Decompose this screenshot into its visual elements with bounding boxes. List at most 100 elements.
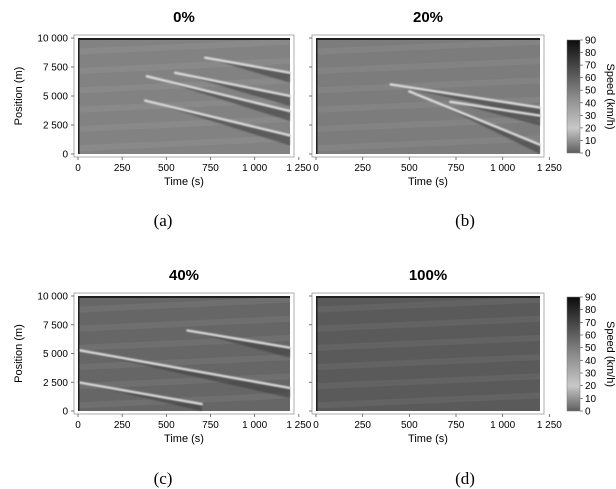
y-tick-label: 2 500: [43, 121, 68, 132]
x-tick-label: 0: [75, 420, 81, 431]
x-tick-label: 750: [202, 420, 219, 431]
texture-band: [315, 77, 541, 94]
colorbar-tick-label: 0: [585, 149, 591, 160]
colorbar-tick-label: 90: [585, 293, 597, 304]
x-tick-label: 1 000: [242, 420, 267, 431]
x-tick-label: 0: [313, 163, 319, 174]
colorbar-tick-label: 50: [585, 343, 597, 354]
x-tick-label: 500: [401, 163, 418, 174]
x-tick-label: 750: [448, 420, 465, 431]
texture-band: [315, 38, 541, 55]
colorbar-tick-label: 70: [585, 318, 597, 329]
colorbar-tick-label: 60: [585, 331, 597, 342]
texture-band: [315, 315, 541, 332]
texture-band: [77, 38, 291, 55]
heatmap-left-edge: [316, 296, 318, 411]
x-tick-label: 1 250: [286, 163, 311, 174]
x-tick-label: 1 000: [242, 163, 267, 174]
texture-band: [315, 373, 541, 390]
x-tick-label: 500: [158, 163, 175, 174]
congestion-shadow: [78, 382, 202, 411]
texture-band: [77, 135, 291, 152]
texture-band: [315, 296, 541, 313]
y-tick-label: 5 000: [43, 92, 68, 103]
heatmap-panel-4: 100% 0 250 500 750 1 000 1 250 Time (s): [309, 267, 562, 445]
x-axis-label: Time (s): [408, 433, 448, 445]
x-tick-label: 0: [313, 420, 319, 431]
x-tick-label: 1 250: [286, 420, 311, 431]
colorbar-tick-label: 10: [585, 394, 597, 405]
texture-band: [77, 58, 291, 74]
x-tick-label: 250: [114, 420, 131, 431]
x-tick-label: 250: [354, 163, 371, 174]
colorbar-label: Speed (km/h): [604, 63, 616, 129]
congestion-wave: [389, 83, 542, 109]
x-tick-label: 1 250: [537, 163, 562, 174]
texture-band: [77, 354, 291, 371]
heatmap-top-edge: [316, 296, 540, 298]
panel-title: 100%: [409, 267, 447, 284]
panel-title: 20%: [413, 9, 443, 26]
congestion-wave: [408, 90, 542, 146]
heatmap-left-edge: [78, 38, 80, 154]
caption-d: (d): [455, 469, 475, 488]
heatmap-left-edge: [316, 38, 318, 154]
x-tick-label: 750: [202, 163, 219, 174]
y-tick-label: 0: [62, 407, 68, 418]
colorbar-tick-label: 10: [585, 136, 597, 147]
colorbar-tick-label: 20: [585, 381, 597, 392]
colorbar-tick-label: 80: [585, 48, 597, 59]
x-tick-label: 1 000: [490, 163, 515, 174]
texture-band: [77, 334, 291, 351]
y-tick-label: 0: [62, 150, 68, 161]
colorbar-tick-label: 80: [585, 305, 597, 316]
y-tick-label: 7 500: [43, 63, 68, 74]
heatmap-top-edge: [316, 38, 540, 40]
congestion-wave: [76, 381, 203, 406]
colorbar-tick-label: 40: [585, 98, 597, 109]
panel-title: 40%: [169, 267, 199, 284]
x-tick-label: 1 250: [537, 420, 562, 431]
congestion-wave: [186, 329, 292, 349]
y-axis-label: Position (m): [13, 324, 25, 383]
heatmap-panel-2: 20% 0 250 500 750 1 000 1 250 Time (s): [309, 9, 562, 188]
y-tick-label: 10 000: [37, 292, 68, 303]
congestion-wave: [449, 100, 542, 117]
colorbar-tick-label: 20: [585, 123, 597, 134]
x-tick-label: 1 000: [490, 420, 515, 431]
heatmap-top-edge: [78, 38, 290, 40]
congestion-wave: [173, 71, 292, 98]
panels: 0% 0 250 500 750 1 000 1 250 Time (s) 0 2 500 5 00…: [13, 9, 562, 445]
texture-band: [315, 354, 541, 371]
x-tick-label: 250: [114, 163, 131, 174]
y-tick-label: 7 500: [43, 320, 68, 331]
heatmap-left-edge: [78, 296, 80, 411]
heatmap-top-edge: [78, 296, 290, 298]
caption-a: (a): [154, 211, 173, 230]
caption-c: (c): [154, 469, 173, 488]
heatmap-background: [316, 296, 540, 411]
x-axis-label: Time (s): [164, 176, 204, 188]
texture-band: [315, 334, 541, 351]
colorbar-tick-label: 40: [585, 356, 597, 367]
texture-band: [315, 392, 541, 409]
congestion-wave: [145, 75, 292, 113]
congestion-wave: [76, 348, 292, 390]
colorbar-tick-label: 0: [585, 407, 591, 418]
congestion-shadow: [78, 350, 290, 398]
colorbar-tick-label: 70: [585, 61, 597, 72]
congestion-wave: [143, 99, 292, 137]
x-axis-label: Time (s): [164, 433, 204, 445]
heatmap-background: [78, 38, 290, 154]
colorbar-tick-label: 50: [585, 86, 597, 97]
texture-band: [315, 58, 541, 74]
colorbar-tick-label: 30: [585, 111, 597, 122]
y-axis-label: Position (m): [13, 67, 25, 126]
y-tick-label: 2 500: [43, 378, 68, 389]
heatmap-panel-1: 0% 0 250 500 750 1 000 1 250 Time (s) 0 2 500 5 00…: [13, 9, 312, 188]
caption-b: (b): [455, 211, 475, 230]
texture-band: [77, 296, 291, 313]
